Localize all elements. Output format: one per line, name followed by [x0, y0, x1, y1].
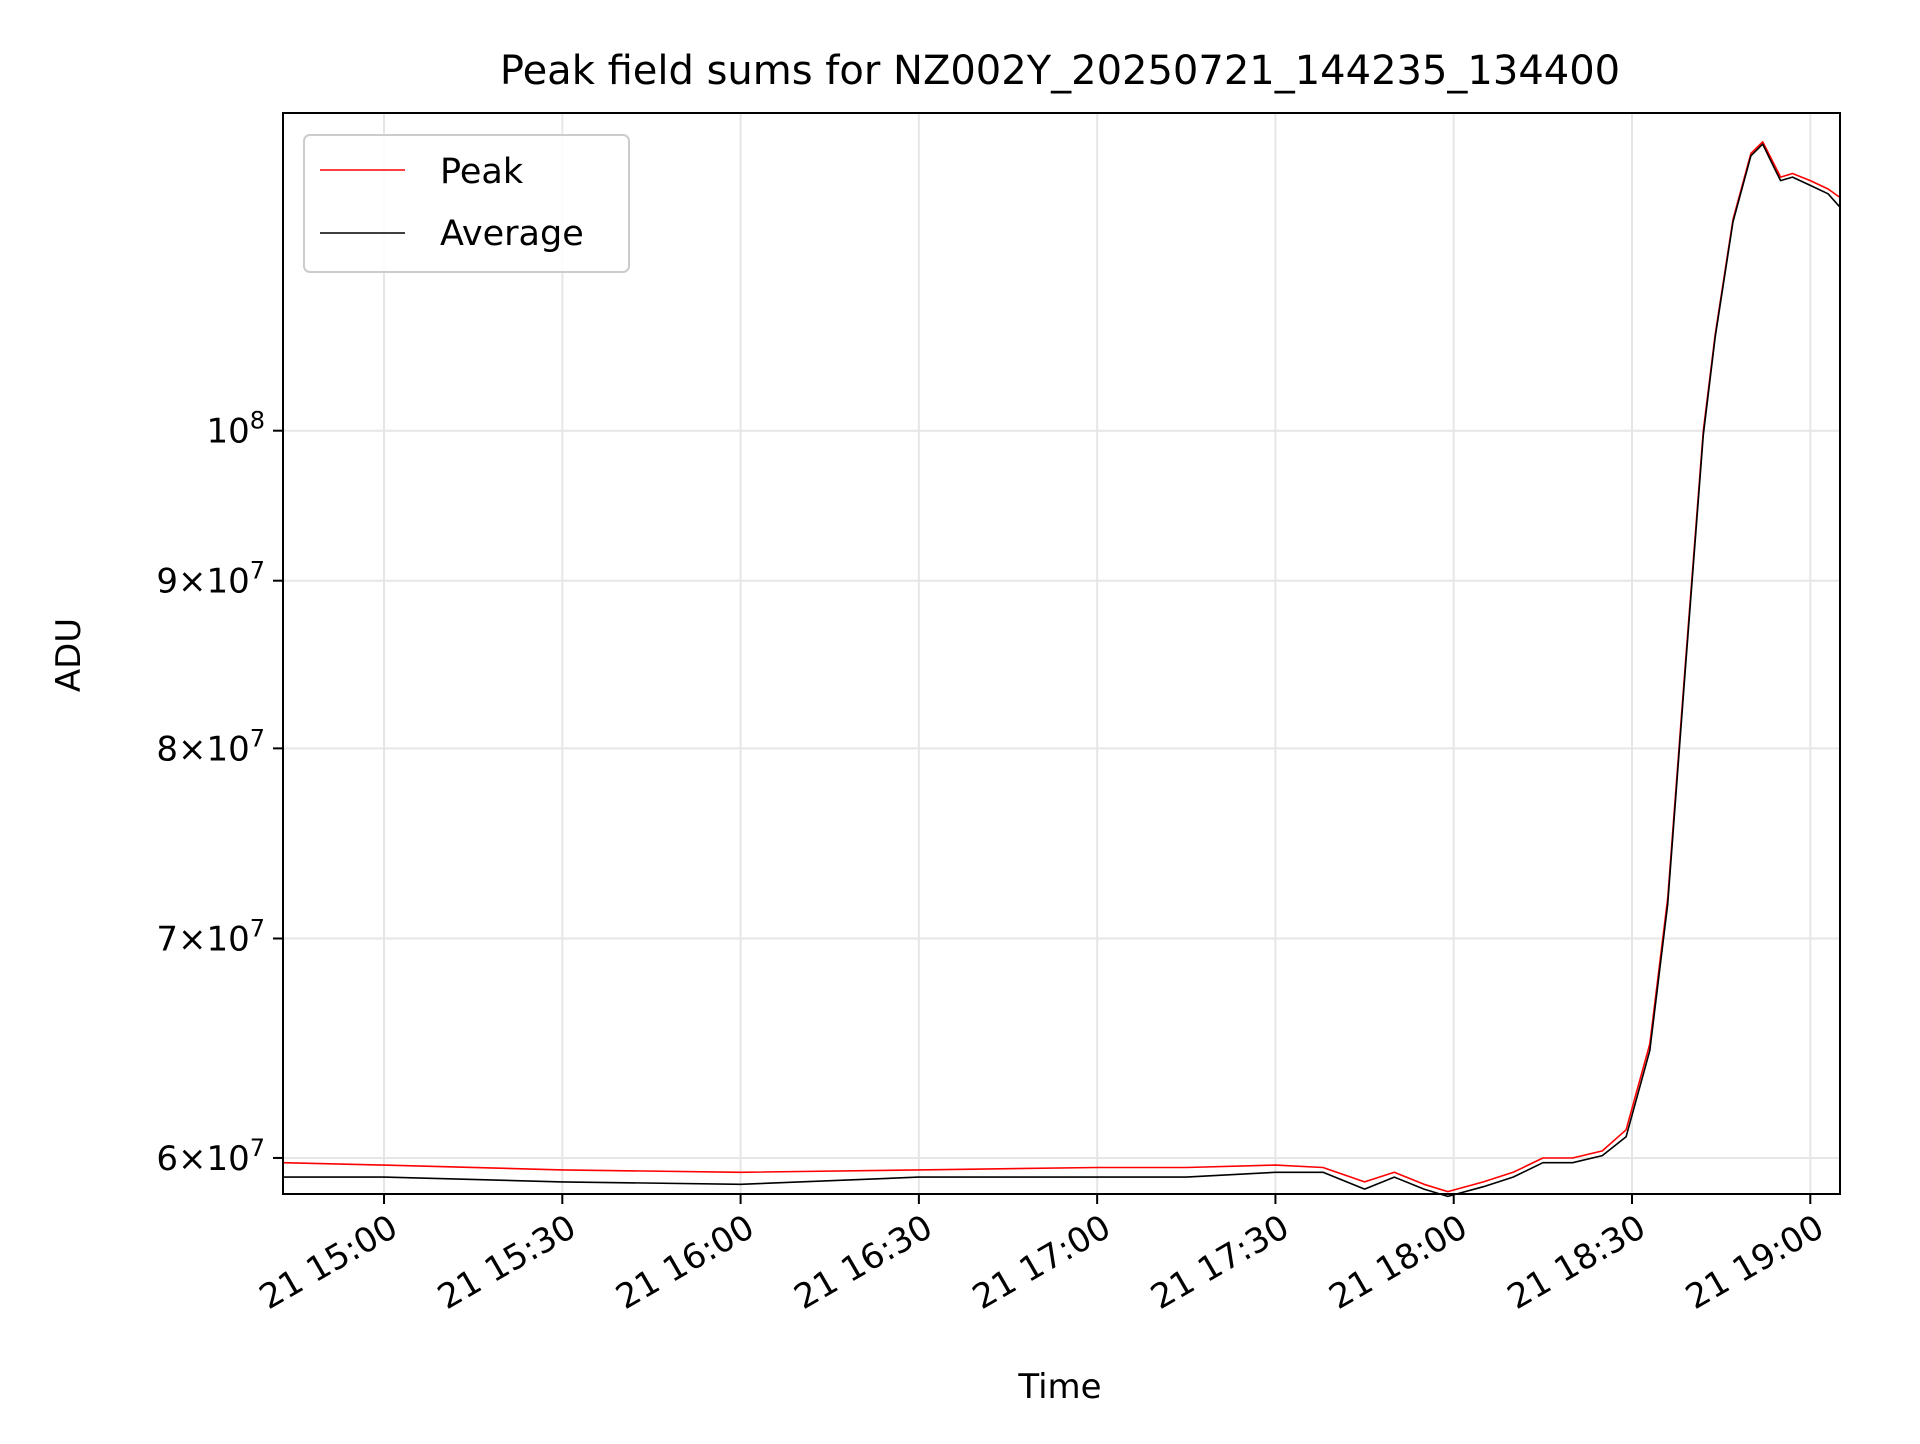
- series-line-peak: [282, 141, 1841, 1193]
- series-lines: [282, 141, 1841, 1198]
- y-tick-label: 9×107: [156, 557, 265, 602]
- legend: Peak Average: [303, 134, 630, 273]
- legend-label-peak: Peak: [440, 152, 524, 192]
- y-tick-label: 8×107: [156, 724, 265, 769]
- x-axis-label: Time: [1017, 1367, 1101, 1407]
- y-tick-label: 7×107: [156, 914, 265, 959]
- series-line-average: [283, 143, 1841, 1198]
- plot-frame: [282, 112, 1841, 1195]
- y-axis-ticks: 6×107 7×107 8×107 9×107 108: [156, 407, 283, 1179]
- y-tick-label: 108: [206, 407, 265, 452]
- y-tick-label: 6×107: [156, 1134, 265, 1179]
- legend-label-average: Average: [440, 214, 584, 254]
- chart-title: Peak field sums for NZ002Y_20250721_1442…: [500, 48, 1620, 94]
- y-axis-label: ADU: [49, 618, 89, 692]
- grid: [283, 113, 1840, 1194]
